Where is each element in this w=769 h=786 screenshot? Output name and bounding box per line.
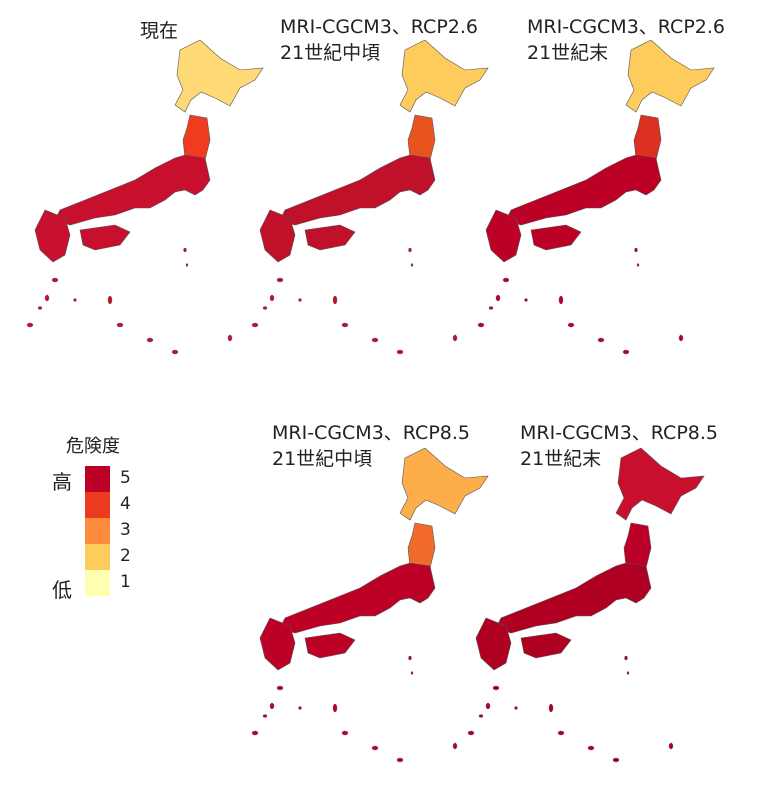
- legend-swatch-5: [85, 466, 110, 492]
- legend-title: 危険度: [66, 436, 120, 457]
- legend-value-3: 3: [120, 520, 131, 540]
- japan-risk-map-4: [240, 447, 495, 768]
- panel-title-1: 現在: [140, 18, 178, 44]
- legend-value-5: 5: [120, 468, 131, 488]
- legend-swatch-4: [85, 492, 110, 518]
- kyushu-region: [259, 209, 296, 263]
- panel-title-line1: MRI-CGCM3、RCP8.5: [520, 422, 718, 444]
- southern-islands: [251, 247, 458, 355]
- hokkaido-region: [174, 39, 264, 113]
- legend-high-label: 高: [52, 470, 72, 494]
- panel-title-5: MRI-CGCM3、RCP8.5 21世紀末: [520, 420, 718, 472]
- kyushu-region: [259, 617, 296, 671]
- hokkaido-region: [399, 447, 489, 521]
- legend-swatch-2: [85, 544, 110, 570]
- shikoku-region: [304, 632, 356, 659]
- panel-title-line1: MRI-CGCM3、RCP8.5: [272, 422, 470, 444]
- panel-title-line1: MRI-CGCM3、RCP2.6: [527, 16, 725, 38]
- panel-title-line2: 21世紀中頃: [272, 448, 373, 470]
- southern-islands: [467, 655, 674, 763]
- panel-title-2: MRI-CGCM3、RCP2.6 21世紀中頃: [280, 14, 478, 66]
- panel-title-line1: 現在: [140, 20, 179, 42]
- honshu-region: [279, 154, 436, 226]
- panel-title-line2: 21世紀末: [527, 42, 609, 64]
- shikoku-region: [79, 224, 131, 251]
- panel-title-3: MRI-CGCM3、RCP2.6 21世紀末: [527, 14, 725, 66]
- panel-title-line2: 21世紀中頃: [280, 42, 381, 64]
- hokkaido-region: [399, 39, 489, 113]
- panel-title-line1: MRI-CGCM3、RCP2.6: [280, 16, 478, 38]
- legend-color-bar: [85, 466, 110, 596]
- legend-low-label: 低: [52, 578, 72, 602]
- legend-value-2: 2: [120, 546, 131, 566]
- honshu-region: [495, 562, 652, 634]
- japan-risk-map-1: [15, 39, 270, 360]
- japan-risk-map-2: [240, 39, 495, 360]
- honshu-region: [279, 562, 436, 634]
- honshu-region: [54, 154, 211, 226]
- kyushu-region: [475, 617, 512, 671]
- shikoku-region: [530, 224, 582, 251]
- shikoku-region: [304, 224, 356, 251]
- panel-title-line2: 21世紀末: [520, 448, 602, 470]
- legend-swatch-3: [85, 518, 110, 544]
- kyushu-region: [34, 209, 71, 263]
- honshu-region: [505, 154, 662, 226]
- legend-value-4: 4: [120, 494, 131, 514]
- southern-islands: [26, 247, 233, 355]
- japan-risk-map-3: [466, 39, 721, 360]
- shikoku-region: [520, 632, 572, 659]
- kyushu-region: [485, 209, 522, 263]
- legend-swatch-1: [85, 570, 110, 596]
- southern-islands: [477, 247, 684, 355]
- legend-value-1: 1: [120, 572, 131, 592]
- hokkaido-region: [625, 39, 715, 113]
- southern-islands: [251, 655, 458, 763]
- japan-risk-map-5: [456, 447, 711, 768]
- panel-title-4: MRI-CGCM3、RCP8.5 21世紀中頃: [272, 420, 470, 472]
- hokkaido-region: [615, 447, 705, 521]
